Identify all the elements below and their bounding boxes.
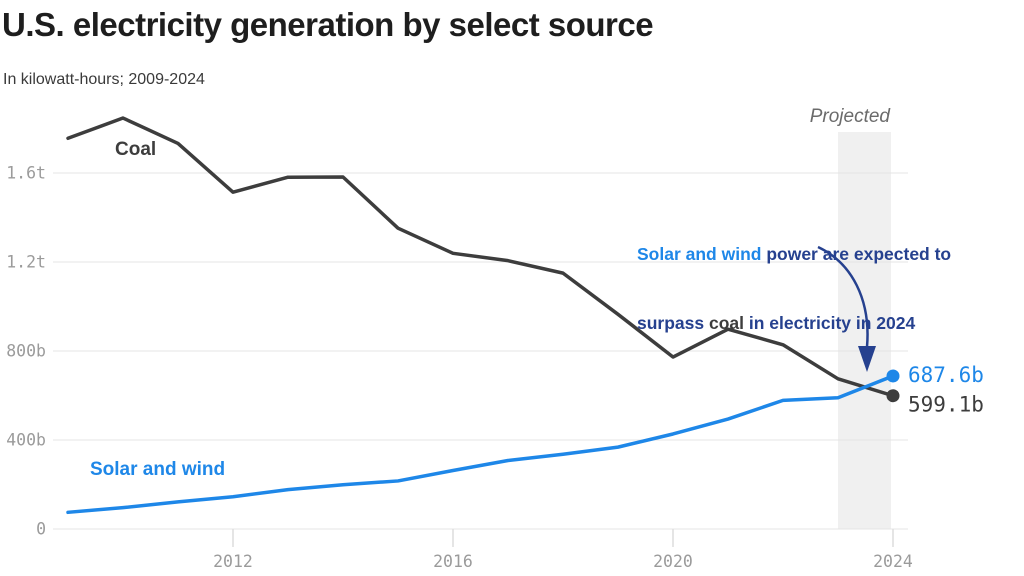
annotation-line-1: Solar and wind power are expected to xyxy=(637,243,951,266)
annotation-text: Solar and wind power are expected to sur… xyxy=(637,197,951,381)
y-axis-tick-label: 800b xyxy=(6,342,46,361)
coal-line xyxy=(66,116,895,398)
x-axis-tick-label: 2020 xyxy=(653,552,693,571)
chart-subtitle: In kilowatt-hours; 2009-2024 xyxy=(3,71,205,88)
x-axis: 2012 2016 2020 2024 xyxy=(213,529,913,571)
projected-region-band xyxy=(838,132,891,529)
annotation-arrowhead xyxy=(858,346,876,372)
coal-end-value: 599.1b xyxy=(908,393,984,417)
coal-end-dot xyxy=(886,389,900,403)
data-series: 599.1b 687.6b xyxy=(66,116,984,515)
annotation-coal-highlight: coal xyxy=(708,313,745,333)
y-axis-tick-label: 1.6t xyxy=(6,164,46,183)
solar-wind-series-label: Solar and wind xyxy=(90,459,226,480)
solar-and-wind-end-dot xyxy=(886,369,900,383)
gridlines: 0 400b 800b 1.2t 1.6t xyxy=(6,164,908,539)
annotation-arrow xyxy=(817,245,869,348)
x-axis-tick-label: 2016 xyxy=(433,552,473,571)
annotation-text-part: surpass xyxy=(637,313,709,333)
chart-title: U.S. electricity generation by select so… xyxy=(2,6,654,43)
coal-series-label: Coal xyxy=(115,139,157,160)
y-axis-tick-label: 400b xyxy=(6,431,46,450)
annotation-text-part: in electricity in 2024 xyxy=(744,313,916,333)
y-axis-tick-label: 0 xyxy=(36,520,46,539)
solar-and-wind-end-value: 687.6b xyxy=(908,363,984,387)
y-axis-tick-label: 1.2t xyxy=(6,253,46,272)
projected-label: Projected xyxy=(809,106,890,127)
solar-and-wind-line xyxy=(66,374,895,515)
annotation-text-part: power are expected to xyxy=(761,244,952,264)
x-axis-tick-label: 2024 xyxy=(873,552,913,571)
annotation-line-2: surpass coal in electricity in 2024 xyxy=(637,312,951,335)
annotation-solar-highlight: Solar and wind xyxy=(637,244,762,264)
x-axis-tick-label: 2012 xyxy=(213,552,253,571)
